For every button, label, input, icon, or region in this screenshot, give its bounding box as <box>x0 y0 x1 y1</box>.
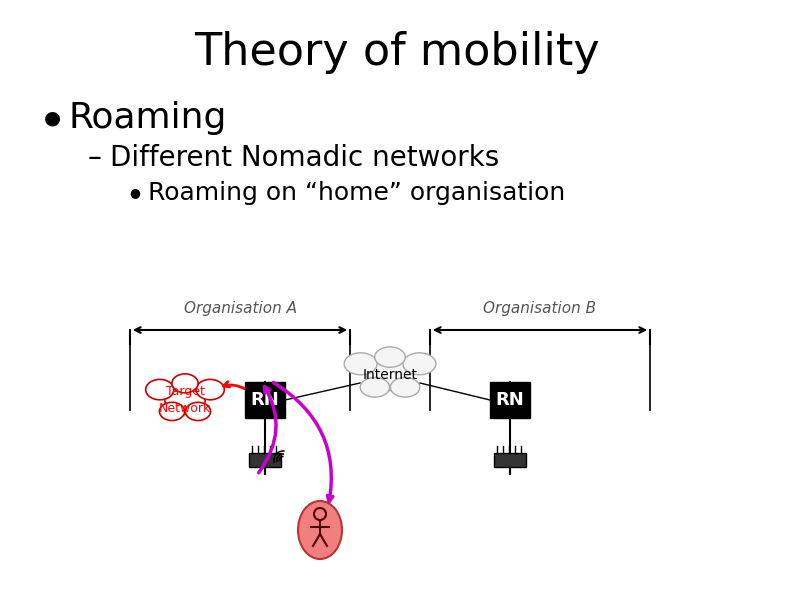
Ellipse shape <box>165 386 205 415</box>
Ellipse shape <box>360 377 390 397</box>
FancyBboxPatch shape <box>494 453 526 467</box>
Text: Different Nomadic networks: Different Nomadic networks <box>110 144 499 172</box>
FancyBboxPatch shape <box>245 382 285 418</box>
Ellipse shape <box>367 359 414 391</box>
Ellipse shape <box>185 402 210 421</box>
Text: Organisation B: Organisation B <box>484 301 596 316</box>
Ellipse shape <box>375 347 405 367</box>
Text: Internet: Internet <box>363 368 418 382</box>
Ellipse shape <box>196 380 225 400</box>
Ellipse shape <box>391 377 420 397</box>
Ellipse shape <box>172 374 198 393</box>
Text: ●: ● <box>44 108 60 127</box>
Ellipse shape <box>298 501 342 559</box>
Text: Roaming on “home” organisation: Roaming on “home” organisation <box>148 181 565 205</box>
Text: RN: RN <box>495 391 524 409</box>
Text: ●: ● <box>129 186 141 199</box>
Text: –: – <box>88 144 102 172</box>
Text: Theory of mobility: Theory of mobility <box>194 30 600 74</box>
FancyBboxPatch shape <box>490 382 530 418</box>
Ellipse shape <box>344 353 377 375</box>
Ellipse shape <box>160 402 185 421</box>
Text: RN: RN <box>251 391 279 409</box>
Text: Roaming: Roaming <box>68 101 226 135</box>
Ellipse shape <box>145 380 174 400</box>
Text: Organisation A: Organisation A <box>183 301 296 316</box>
Text: Target
Network: Target Network <box>159 386 211 415</box>
FancyBboxPatch shape <box>249 453 281 467</box>
Ellipse shape <box>403 353 436 375</box>
